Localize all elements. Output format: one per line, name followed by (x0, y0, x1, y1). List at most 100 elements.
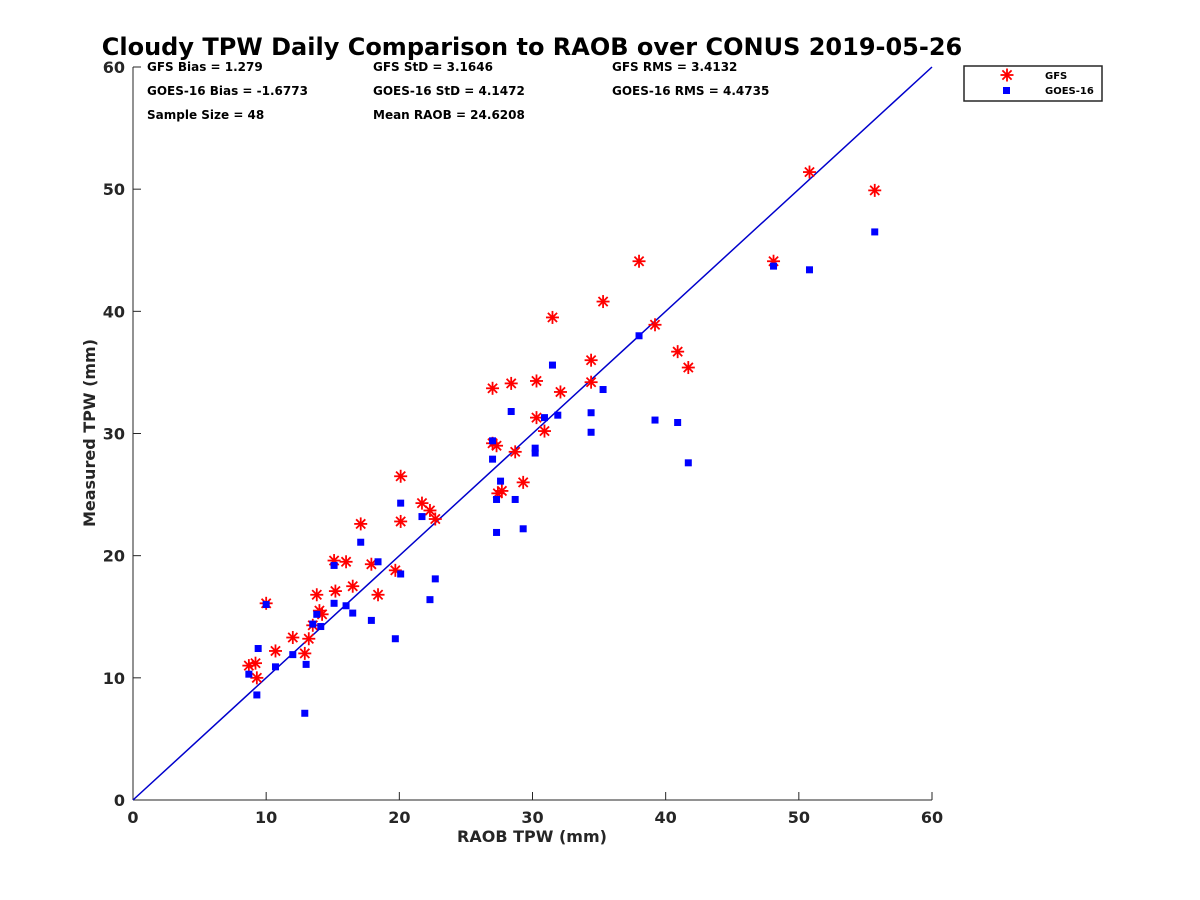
gfs-point (298, 646, 312, 660)
x-tick-label: 0 (127, 808, 138, 827)
goes-point (497, 477, 505, 485)
x-tick-label: 60 (921, 808, 943, 827)
gfs-point (302, 632, 316, 646)
goes-point (313, 610, 321, 618)
goes-series (245, 228, 879, 717)
gfs-point (486, 381, 500, 395)
gfs-point (354, 517, 368, 531)
legend: GFS GOES-16 (963, 65, 1103, 102)
x-tick-label: 30 (521, 808, 543, 827)
gfs-point (584, 375, 598, 389)
gfs-point (508, 445, 522, 459)
goes-point (540, 414, 548, 422)
gfs-point (596, 295, 610, 309)
goes-point (418, 513, 426, 521)
y-tick-label: 30 (103, 425, 125, 444)
gfs-point (537, 424, 551, 438)
goes-point (330, 561, 338, 569)
goes-point (302, 660, 310, 668)
y-axis-label: Measured TPW (mm) (80, 339, 99, 527)
goes-point (426, 596, 434, 604)
gfs-point (681, 361, 695, 375)
gfs-point (529, 411, 543, 425)
y-tick-label: 40 (103, 302, 125, 321)
goes-point (271, 663, 279, 671)
goes-point (599, 386, 607, 394)
gfs-point (388, 563, 402, 577)
legend-gfs-asterisk (1000, 68, 1014, 82)
gfs-point (584, 353, 598, 367)
gfs-point (545, 310, 559, 324)
stat-gfs-rms: GFS RMS = 3.4132 (612, 60, 737, 74)
gfs-point (346, 579, 360, 593)
goes-point (489, 437, 497, 445)
goes-point (587, 428, 595, 436)
gfs-point (328, 584, 342, 598)
goes-point (489, 455, 497, 463)
goes-point (511, 495, 519, 503)
x-axis-label: RAOB TPW (mm) (457, 827, 607, 846)
stat-goes-rms: GOES-16 RMS = 4.4735 (612, 84, 769, 98)
goes-point (253, 691, 261, 699)
y-tick-label: 20 (103, 547, 125, 566)
gfs-point (648, 318, 662, 332)
goes-point (684, 459, 692, 467)
x-tick-label: 50 (788, 808, 810, 827)
gfs-point (671, 345, 685, 359)
gfs-point (339, 555, 353, 569)
goes-point (349, 609, 357, 617)
stat-goes-bias: GOES-16 Bias = -1.6773 (147, 84, 308, 98)
goes-point (493, 528, 501, 536)
goes-point (357, 538, 365, 546)
gfs-point (504, 376, 518, 390)
legend-gfs-label: GFS (1045, 71, 1067, 82)
y-tick-label: 50 (103, 180, 125, 199)
stat-gfs-bias: GFS Bias = 1.279 (147, 60, 263, 74)
goes-point (548, 361, 556, 369)
legend-box (963, 65, 1103, 102)
stat-goes-std: GOES-16 StD = 4.1472 (373, 84, 525, 98)
y-tick-label: 10 (103, 669, 125, 688)
stat-gfs-std: GFS StD = 3.1646 (373, 60, 493, 74)
y-tick-label: 60 (103, 58, 125, 77)
chart-title: Cloudy TPW Daily Comparison to RAOB over… (102, 33, 962, 61)
legend-goes-marker (1003, 87, 1010, 94)
y-ticks: 0 10 20 30 40 50 60 (103, 58, 141, 810)
gfs-point (423, 503, 437, 517)
goes-point (871, 228, 879, 236)
goes-point (397, 499, 405, 507)
gfs-point (529, 374, 543, 388)
x-ticks: 0 10 20 30 40 50 60 (127, 792, 943, 827)
goes-point (554, 411, 562, 419)
goes-point (254, 645, 262, 653)
goes-point (674, 419, 682, 427)
gfs-point (268, 644, 282, 658)
gfs-point (394, 514, 408, 528)
goes-point (635, 332, 643, 340)
goes-point (531, 444, 539, 452)
goes-point (431, 575, 439, 583)
gfs-point (553, 385, 567, 399)
gfs-point (394, 469, 408, 483)
goes-point (587, 409, 595, 417)
gfs-point (516, 475, 530, 489)
x-tick-label: 10 (255, 808, 277, 827)
goes-point (519, 525, 527, 533)
goes-point (507, 408, 515, 416)
goes-point (309, 620, 317, 628)
gfs-point (428, 512, 442, 526)
gfs-series (242, 165, 882, 685)
goes-point (531, 449, 539, 457)
stat-sample-size: Sample Size = 48 (147, 108, 264, 122)
goes-point (397, 570, 405, 578)
gfs-point (286, 631, 300, 645)
goes-point (493, 495, 501, 503)
goes-point (342, 602, 350, 610)
goes-point (289, 651, 297, 659)
goes-point (330, 599, 338, 607)
gfs-point (371, 588, 385, 602)
legend-gfs-marker (1000, 68, 1014, 82)
goes-point (805, 266, 813, 274)
gfs-point (868, 183, 882, 197)
